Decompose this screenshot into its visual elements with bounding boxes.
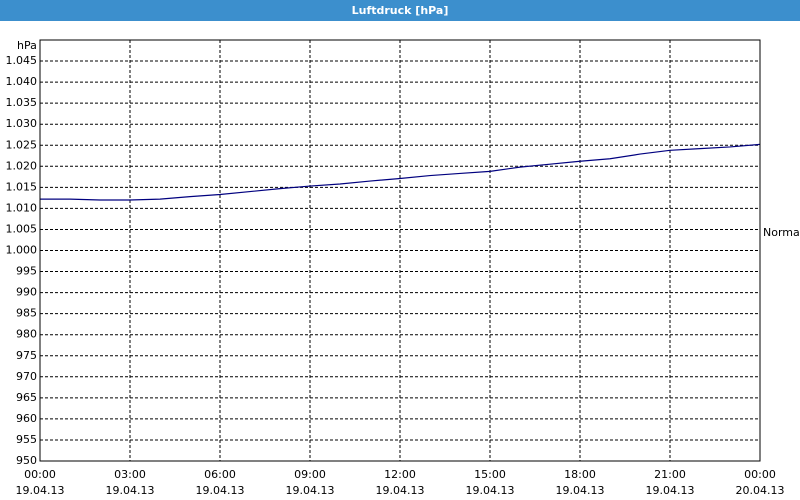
line: [40, 143, 761, 201]
y-tick-label: 995: [16, 265, 37, 278]
y-tick-label: 1.020: [6, 159, 38, 172]
x-tick-label: 06:00: [204, 468, 236, 481]
plot-border: [39, 39, 761, 462]
x-tick-label: 00:00: [24, 468, 56, 481]
x-tick-label: 09:00: [294, 468, 326, 481]
y-tick-label: 1.000: [6, 244, 38, 257]
y-tick-label: 1.030: [6, 117, 38, 130]
x-tick-date: 19.04.13: [106, 484, 155, 497]
title-bar: [0, 0, 800, 21]
x-tick-label: 03:00: [114, 468, 146, 481]
y-tick-label: 975: [16, 349, 37, 362]
x-tick-date: 19.04.13: [286, 484, 335, 497]
x-tick-date: 19.04.13: [196, 484, 245, 497]
x-tick-label: 12:00: [384, 468, 416, 481]
x-tick-date: 20.04.13: [736, 484, 785, 497]
chart-title: Luftdruck [hPa]: [352, 4, 449, 17]
x-tick-date: 19.04.13: [646, 484, 695, 497]
y-tick-label: 1.010: [6, 201, 38, 214]
y-tick-label: 1.015: [6, 180, 38, 193]
y-tick-label: 1.035: [6, 96, 38, 109]
y-tick-label: 960: [16, 412, 37, 425]
y-tick-label: 1.040: [6, 75, 38, 88]
x-tick-date: 19.04.13: [556, 484, 605, 497]
y-tick-label: 985: [16, 307, 37, 320]
y-tick-label: 965: [16, 391, 37, 404]
x-tick-date: 19.04.13: [376, 484, 425, 497]
x-tick-date: 19.04.13: [466, 484, 515, 497]
x-tick-label: 15:00: [474, 468, 506, 481]
x-tick-label: 00:00: [744, 468, 776, 481]
y-tick-label: 1.045: [6, 54, 38, 67]
y-tick-label: 980: [16, 328, 37, 341]
y-tick-label: 950: [16, 454, 37, 467]
y-tick-label: 990: [16, 286, 37, 299]
annotation: Normal: [763, 226, 800, 239]
y-tick-label: 970: [16, 370, 37, 383]
y-tick-label: 955: [16, 433, 37, 446]
y-axis-label: hPa: [17, 39, 37, 52]
y-tick-label: 1.005: [6, 222, 38, 235]
x-tick-label: 21:00: [654, 468, 686, 481]
y-tick-label: 1.025: [6, 138, 38, 151]
x-tick-label: 18:00: [564, 468, 596, 481]
x-tick-date: 19.04.13: [16, 484, 65, 497]
